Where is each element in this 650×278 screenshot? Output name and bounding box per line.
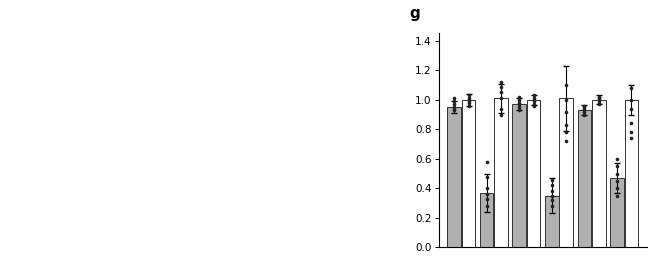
Bar — [610, 178, 624, 247]
Bar — [527, 100, 541, 247]
Bar — [512, 104, 526, 247]
Bar — [560, 98, 573, 247]
Text: g: g — [410, 6, 421, 21]
Bar — [625, 100, 638, 247]
Bar — [592, 100, 606, 247]
Bar — [480, 193, 493, 247]
Bar — [447, 107, 461, 247]
Bar — [462, 100, 475, 247]
Bar — [578, 110, 591, 247]
Bar — [495, 98, 508, 247]
Bar — [545, 196, 558, 247]
